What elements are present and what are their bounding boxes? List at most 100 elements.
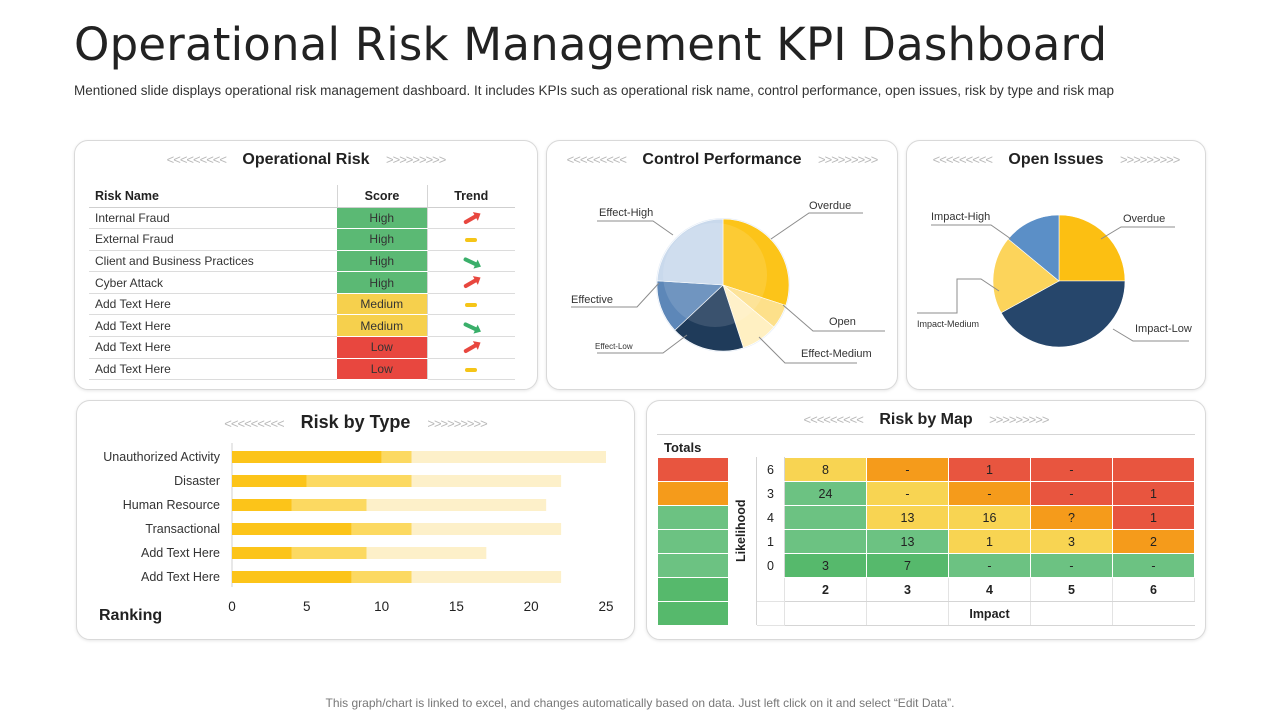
open-issues-slice-overdue[interactable]: [1058, 214, 1126, 282]
risk-cell: -: [1030, 457, 1113, 482]
likelihood-tick: 1: [756, 529, 785, 554]
effect-low-label: Effect-Low: [595, 342, 633, 351]
chevrons-left-icon: <<<<<<<<<: [803, 412, 864, 427]
bar-segment-series-1[interactable]: [232, 571, 352, 583]
x-tick-label: 0: [228, 599, 236, 614]
blank-cell: [866, 601, 949, 626]
trend-flat-icon: [465, 367, 478, 372]
risk-cell: 7: [866, 553, 949, 578]
score-badge: High: [337, 271, 427, 294]
bar-segment-series-2[interactable]: [351, 523, 412, 535]
effective-leader-line: [571, 282, 660, 308]
control-performance-slice-effect-low[interactable]: [674, 284, 744, 352]
risk-cell: 13: [866, 505, 949, 530]
bar-segment-series-1[interactable]: [232, 475, 307, 487]
bar-segment-series-2[interactable]: [381, 451, 412, 463]
bar-segment-series-2[interactable]: [306, 475, 412, 487]
totals-cell: [657, 505, 729, 530]
risk-name-cell: Add Text Here: [89, 293, 337, 316]
trend-up-icon: [463, 277, 480, 290]
x-tick-label: 15: [449, 599, 464, 614]
risk-cell: 2: [1112, 529, 1195, 554]
category-label: Transactional: [145, 522, 220, 536]
table-row: External Fraud High: [89, 228, 515, 251]
trend-up-icon: [463, 212, 480, 225]
bar-segment-series-1[interactable]: [232, 499, 292, 511]
open-label: Open: [829, 316, 856, 328]
likelihood-tick: 0: [756, 553, 785, 578]
col-score: Score: [336, 185, 427, 208]
table-row: Add Text Here Medium: [89, 314, 515, 338]
open-issues-slice-impact-low[interactable]: [1000, 280, 1126, 348]
risk-name-cell: Internal Fraud: [89, 207, 337, 230]
open-leader-line: [782, 304, 885, 332]
impact-label-row: Impact: [657, 601, 1195, 626]
risk-by-type-title: Risk by Type: [300, 412, 411, 432]
chevrons-right-icon: >>>>>>>>>: [1120, 152, 1180, 167]
trend-flat-icon: [465, 303, 478, 307]
footer-note: This graph/chart is linked to excel, and…: [325, 696, 955, 710]
risk-by-type-header: <<<<<<<<< Risk by Type >>>>>>>>>: [77, 412, 634, 433]
overdue-label: Overdue: [809, 200, 851, 212]
totals-cell: [657, 553, 729, 578]
chevrons-left-icon: <<<<<<<<<: [224, 416, 284, 431]
control-performance-slice-overdue[interactable]: [722, 218, 790, 306]
trend-cell: [426, 314, 515, 338]
bar-segment-series-3[interactable]: [366, 499, 547, 511]
effect-high-label: Effect-High: [599, 207, 653, 219]
bar-segment-series-3[interactable]: [366, 547, 487, 559]
bar-segment-series-3[interactable]: [411, 523, 562, 535]
table-row: Internal Fraud High: [89, 207, 515, 230]
risk-cell: -: [866, 481, 949, 506]
risk-map-grid: 6 8-1-3 24- - -1 4 13 16? 1 1 13 1 3 2 0 3 7- - -2 3 4 5 6 Impa…: [657, 457, 1195, 626]
open-issues-header: <<<<<<<<< Open Issues >>>>>>>>>: [907, 151, 1205, 169]
impact-tick: 5: [1030, 577, 1113, 602]
risk-cell: 8: [784, 457, 867, 482]
likelihood-tick: 6: [756, 457, 785, 482]
operational-risk-card: <<<<<<<<< Operational Risk >>>>>>>>> Ris…: [74, 140, 538, 390]
risk-name-cell: Add Text Here: [89, 314, 337, 338]
score-badge: High: [337, 250, 427, 273]
bar-segment-series-1[interactable]: [232, 523, 352, 535]
category-label: Disaster: [174, 474, 220, 488]
bar-segment-series-1[interactable]: [232, 547, 292, 559]
totals-cell: [657, 577, 729, 602]
risk-by-type-bar-chart: Unauthorized Activity Disaster Human Resou…: [99, 443, 614, 624]
risk-by-map-header: <<<<<<<<< Risk by Map >>>>>>>>>: [647, 411, 1205, 429]
page-title: Operational Risk Management KPI Dashboar…: [74, 18, 1108, 71]
control-performance-slice-effect-high[interactable]: [656, 218, 724, 286]
bar-segment-series-3[interactable]: [411, 451, 606, 463]
bar-segment-series-2[interactable]: [291, 499, 367, 511]
map-header-divider: [657, 434, 1195, 435]
likelihood-axis-label: Likelihood: [734, 499, 748, 563]
chevrons-right-icon: >>>>>>>>>: [818, 152, 878, 167]
impact-low-label: Impact-Low: [1135, 323, 1192, 335]
bar-segment-series-3[interactable]: [411, 571, 562, 583]
risk-cell: 1: [948, 457, 1031, 482]
bar-segment-series-3[interactable]: [411, 475, 562, 487]
risk-cell: [784, 529, 867, 554]
category-label: Human Resource: [123, 498, 220, 512]
bar-segment-series-2[interactable]: [351, 571, 412, 583]
impact-high-leader-line: [931, 224, 1012, 240]
risk-cell: 1: [948, 529, 1031, 554]
risk-name-cell: Add Text Here: [89, 358, 337, 381]
score-badge: Low: [337, 336, 427, 359]
effect-low-leader-line: [597, 334, 688, 354]
bar-segment-series-2[interactable]: [291, 547, 367, 559]
x-tick-label: 20: [524, 599, 539, 614]
blank-cell: [784, 601, 867, 626]
x-tick-label: 5: [303, 599, 311, 614]
risk-name-cell: External Fraud: [89, 228, 337, 251]
bar-segment-series-1[interactable]: [232, 451, 382, 463]
open-issues-slice-impact-medium[interactable]: [992, 238, 1060, 314]
impact-tick: 3: [866, 577, 949, 602]
trend-cell: [426, 250, 515, 273]
pie-highlight: [663, 223, 767, 327]
risk-by-type-card: <<<<<<<<< Risk by Type >>>>>>>>> Unautho…: [76, 400, 635, 640]
x-tick-label: 25: [598, 599, 613, 614]
impact-tick: 2: [784, 577, 867, 602]
col-risk-name: Risk Name: [89, 185, 337, 208]
map-row: 1 13 1 3 2: [657, 529, 1195, 554]
